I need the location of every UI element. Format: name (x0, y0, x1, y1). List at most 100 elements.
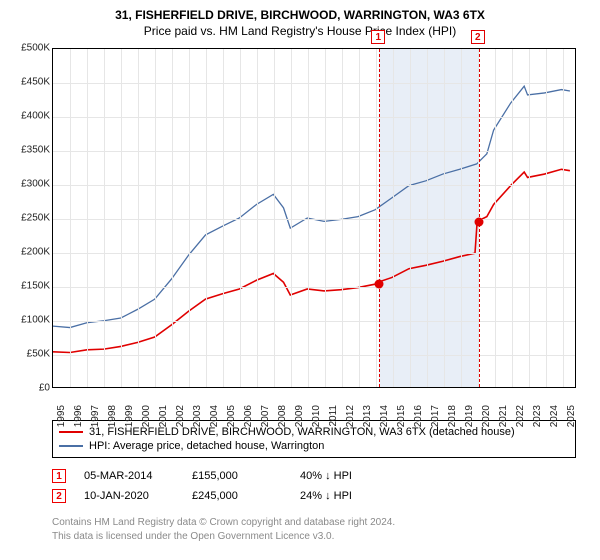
x-tick-label: 2025 (566, 405, 577, 427)
gridline-v (308, 49, 309, 387)
gridline-v (138, 49, 139, 387)
attribution-line2: This data is licensed under the Open Gov… (52, 530, 576, 544)
y-tick-label: £500K (12, 43, 50, 54)
gridline-h (53, 83, 575, 84)
gridline-v (240, 49, 241, 387)
gridline-v (461, 49, 462, 387)
event-delta: 40% ↓ HPI (300, 470, 390, 482)
gridline-v (172, 49, 173, 387)
chart-area: £0£50K£100K£150K£200K£250K£300K£350K£400… (12, 44, 588, 414)
x-tick-label: 2018 (447, 405, 458, 427)
y-tick-label: £400K (12, 111, 50, 122)
event-delta: 24% ↓ HPI (300, 490, 390, 502)
event-marker: 2 (471, 30, 485, 44)
y-tick-label: £100K (12, 315, 50, 326)
attribution-line1: Contains HM Land Registry data © Crown c… (52, 516, 576, 530)
gridline-v (257, 49, 258, 387)
x-tick-label: 2003 (192, 405, 203, 427)
price-point-dot (474, 218, 483, 227)
legend-label: HPI: Average price, detached house, Warr… (89, 440, 324, 452)
gridline-h (53, 151, 575, 152)
x-tick-label: 2007 (260, 405, 271, 427)
x-tick-label: 2010 (311, 405, 322, 427)
gridline-v (495, 49, 496, 387)
x-tick-label: 1996 (73, 405, 84, 427)
y-tick-label: £300K (12, 179, 50, 190)
event-row: 210-JAN-2020£245,00024% ↓ HPI (52, 486, 576, 506)
gridline-v (104, 49, 105, 387)
series-svg (53, 49, 575, 387)
gridline-v (359, 49, 360, 387)
x-tick-label: 2013 (362, 405, 373, 427)
gridline-h (53, 219, 575, 220)
price-point-dot (375, 279, 384, 288)
events-table: 105-MAR-2014£155,00040% ↓ HPI210-JAN-202… (52, 466, 576, 506)
gridline-v (223, 49, 224, 387)
x-tick-label: 2024 (549, 405, 560, 427)
y-tick-label: £350K (12, 145, 50, 156)
event-price: £155,000 (192, 470, 282, 482)
gridline-v (427, 49, 428, 387)
x-tick-label: 2011 (328, 405, 339, 427)
chart-container: 31, FISHERFIELD DRIVE, BIRCHWOOD, WARRIN… (0, 0, 600, 551)
y-tick-label: £0 (12, 383, 50, 394)
event-marker-icon: 1 (52, 469, 66, 483)
x-tick-label: 2004 (209, 405, 220, 427)
x-tick-label: 2019 (464, 405, 475, 427)
gridline-v (393, 49, 394, 387)
gridline-v (121, 49, 122, 387)
x-tick-label: 2002 (175, 405, 186, 427)
gridline-v (563, 49, 564, 387)
attribution: Contains HM Land Registry data © Crown c… (52, 516, 576, 543)
gridline-h (53, 321, 575, 322)
gridline-v (512, 49, 513, 387)
gridline-v (444, 49, 445, 387)
gridline-h (53, 185, 575, 186)
x-tick-label: 1995 (56, 405, 67, 427)
gridline-h (53, 117, 575, 118)
gridline-v (546, 49, 547, 387)
x-tick-label: 2017 (430, 405, 441, 427)
gridline-v (70, 49, 71, 387)
x-tick-label: 2008 (277, 405, 288, 427)
x-tick-label: 2022 (515, 405, 526, 427)
x-tick-label: 1999 (124, 405, 135, 427)
x-tick-label: 2001 (158, 405, 169, 427)
y-tick-label: £150K (12, 281, 50, 292)
legend-swatch (59, 445, 83, 447)
gridline-h (53, 253, 575, 254)
y-tick-label: £200K (12, 247, 50, 258)
x-tick-label: 2016 (413, 405, 424, 427)
chart-title-address: 31, FISHERFIELD DRIVE, BIRCHWOOD, WARRIN… (12, 8, 588, 22)
x-tick-label: 2012 (345, 405, 356, 427)
x-tick-label: 1997 (90, 405, 101, 427)
gridline-v (529, 49, 530, 387)
x-tick-label: 2000 (141, 405, 152, 427)
gridline-v (155, 49, 156, 387)
gridline-h (53, 355, 575, 356)
event-line (379, 49, 380, 387)
x-tick-label: 1998 (107, 405, 118, 427)
chart-subtitle: Price paid vs. HM Land Registry's House … (12, 24, 588, 38)
x-tick-label: 2006 (243, 405, 254, 427)
x-tick-label: 2023 (532, 405, 543, 427)
gridline-v (87, 49, 88, 387)
legend-swatch (59, 431, 83, 433)
event-row: 105-MAR-2014£155,00040% ↓ HPI (52, 466, 576, 486)
y-tick-label: £450K (12, 77, 50, 88)
series-line (53, 169, 570, 352)
gridline-v (342, 49, 343, 387)
gridline-v (189, 49, 190, 387)
x-tick-label: 2015 (396, 405, 407, 427)
gridline-v (325, 49, 326, 387)
x-tick-label: 2020 (481, 405, 492, 427)
gridline-v (274, 49, 275, 387)
x-tick-label: 2014 (379, 405, 390, 427)
legend-item: HPI: Average price, detached house, Warr… (59, 439, 569, 453)
gridline-v (376, 49, 377, 387)
event-marker: 1 (371, 30, 385, 44)
y-tick-label: £250K (12, 213, 50, 224)
event-date: 10-JAN-2020 (84, 490, 174, 502)
plot-region (52, 48, 576, 388)
x-tick-label: 2009 (294, 405, 305, 427)
